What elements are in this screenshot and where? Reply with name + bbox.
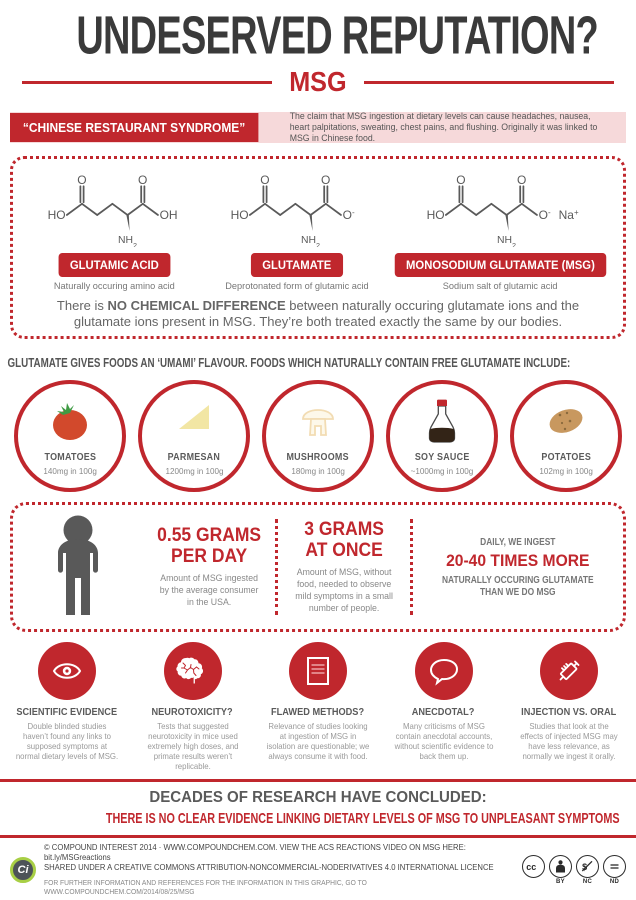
svg-text:NH2: NH2: [118, 235, 137, 247]
svg-text:O: O: [321, 173, 330, 187]
svg-text:O: O: [77, 173, 86, 187]
svg-text:NH2: NH2: [301, 235, 320, 247]
svg-text:OH: OH: [160, 208, 178, 222]
svg-text:HO: HO: [48, 208, 66, 222]
svg-text:O-: O-: [342, 208, 354, 223]
svg-text:HO: HO: [426, 208, 444, 222]
svg-text:cc: cc: [526, 862, 536, 872]
svg-text:O: O: [260, 173, 269, 187]
svg-text:O: O: [138, 173, 147, 187]
svg-text:O: O: [456, 173, 465, 187]
svg-text:O: O: [517, 173, 526, 187]
svg-text:HO: HO: [230, 208, 248, 222]
svg-text:O-: O-: [538, 208, 550, 223]
svg-text:NH2: NH2: [497, 235, 516, 247]
svg-text:Na+: Na+: [558, 208, 578, 223]
